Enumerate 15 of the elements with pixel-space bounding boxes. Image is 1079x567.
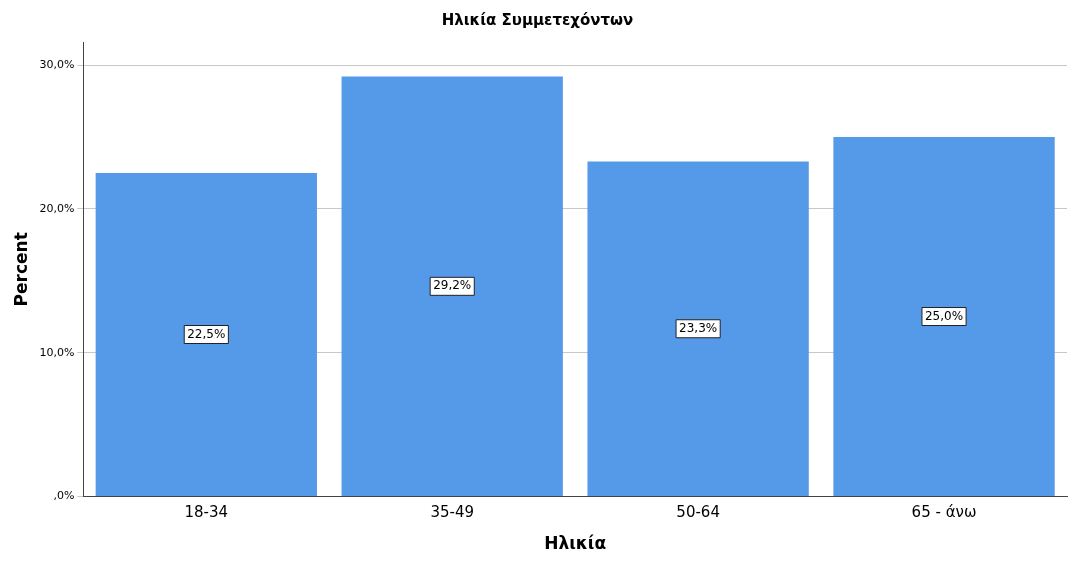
- data-label: 22,5%: [187, 326, 226, 341]
- data-label: 23,3%: [679, 320, 718, 335]
- x-tick-label: 50-64: [676, 503, 720, 522]
- x-tick-label: 35-49: [430, 503, 475, 522]
- chart-title: Ηλικία Συμμετεχόντων: [441, 10, 634, 29]
- x-tick-label: 65 - άνω: [911, 503, 977, 522]
- y-tick-label: 10,0%: [39, 345, 75, 359]
- y-axis-title: Percent: [10, 232, 31, 307]
- y-tick-label: ,0%: [53, 489, 75, 503]
- y-tick-label: 20,0%: [39, 201, 75, 215]
- data-label: 29,2%: [433, 278, 472, 293]
- data-label: 25,0%: [924, 308, 964, 323]
- x-axis-title: Ηλικία: [544, 533, 607, 554]
- x-tick-label: 18-34: [184, 503, 229, 522]
- y-tick-label: 30,0%: [39, 57, 75, 71]
